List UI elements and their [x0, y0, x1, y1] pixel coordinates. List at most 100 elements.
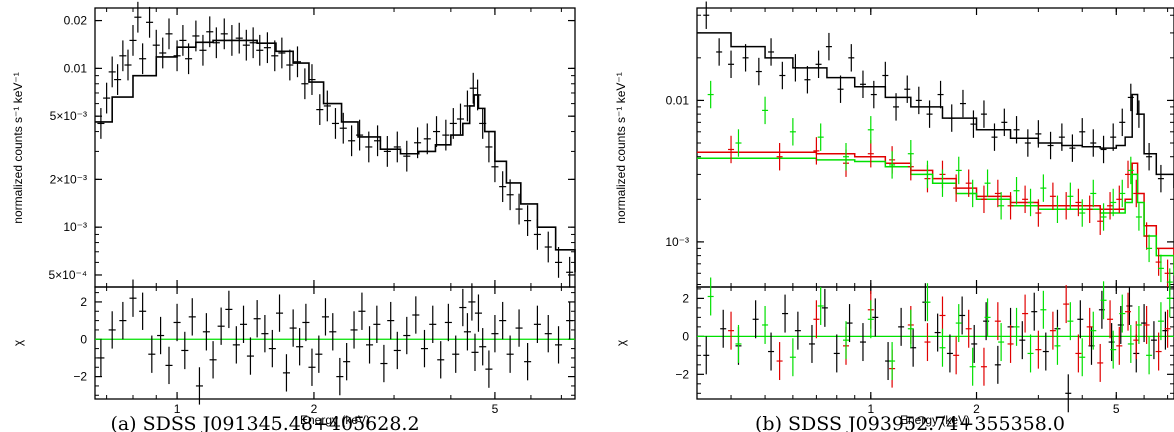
data-point — [707, 80, 714, 109]
data-point — [217, 307, 225, 345]
data-point — [889, 342, 896, 381]
data-point — [1127, 324, 1134, 363]
data-point — [1146, 143, 1153, 171]
chart-a-xlabel: Energy (keV) — [300, 413, 370, 427]
data-point — [479, 328, 487, 366]
y-tick-label: 0.01 — [64, 61, 88, 75]
data-point — [289, 309, 297, 347]
data-point — [348, 125, 356, 157]
data-point — [1135, 100, 1142, 128]
data-point — [762, 96, 769, 125]
data-point — [1100, 135, 1107, 164]
data-point — [1075, 334, 1082, 373]
x-tick-label: 5 — [1113, 402, 1120, 416]
data-point — [119, 301, 127, 340]
data-point — [817, 287, 824, 325]
data-point — [1116, 326, 1123, 365]
data-point — [1024, 129, 1031, 157]
x-tick-label: 1 — [174, 402, 181, 416]
data-point — [437, 341, 445, 379]
data-point — [1146, 234, 1153, 263]
data-point — [1013, 307, 1020, 346]
data-point — [907, 309, 914, 348]
data-point — [817, 123, 824, 151]
data-point — [321, 298, 329, 336]
data-point — [271, 40, 279, 72]
data-point — [728, 135, 735, 164]
chart-a-top-frame — [94, 7, 576, 288]
data-point — [937, 80, 944, 109]
data-point — [1090, 179, 1097, 208]
data-point — [268, 329, 276, 368]
data-point — [728, 311, 735, 350]
data-point — [1013, 116, 1020, 144]
y-tick-label: −2 — [675, 367, 689, 381]
data-point — [442, 119, 450, 151]
y-tick-label: 5×10⁻⁴ — [48, 268, 87, 282]
data-point — [843, 143, 850, 171]
data-point — [308, 64, 316, 95]
data-point — [249, 27, 257, 59]
data-point — [1007, 192, 1014, 220]
data-point — [703, 1, 710, 29]
data-point — [129, 25, 137, 56]
data-point — [846, 304, 853, 343]
data-point — [432, 116, 441, 147]
y-tick-label: 10⁻³ — [63, 220, 87, 234]
data-point — [148, 335, 156, 373]
data-point — [1107, 192, 1114, 220]
data-point — [1079, 118, 1086, 146]
data-point — [366, 326, 374, 364]
data-point — [1054, 195, 1061, 224]
data-point — [1035, 199, 1042, 227]
data-point — [228, 25, 236, 56]
data-point — [1027, 188, 1034, 217]
data-point — [412, 296, 420, 334]
chart-b: 0.01 10⁻³ 1 2 5 2 0 −2 normalized counts s⁻¹ k… — [614, 1, 1174, 432]
data-point — [955, 156, 962, 185]
data-point — [1065, 374, 1072, 413]
data-point — [108, 56, 116, 88]
data-point — [263, 32, 271, 64]
data-point — [173, 303, 181, 342]
data-point — [1022, 294, 1029, 333]
data-point — [735, 129, 742, 157]
data-point — [566, 256, 574, 288]
data-point — [926, 100, 933, 128]
y-tick-label: 5×10⁻³ — [50, 109, 87, 123]
data-point — [97, 339, 105, 377]
y-tick-label: −2 — [73, 370, 87, 384]
data-point — [1067, 302, 1074, 341]
data-point — [776, 342, 783, 381]
data-point — [859, 323, 866, 362]
data-point — [779, 61, 786, 90]
data-point — [1063, 192, 1070, 220]
x-tick-label: 2 — [311, 402, 318, 416]
data-point — [239, 305, 248, 343]
data-point — [293, 46, 302, 78]
data-point — [181, 331, 189, 370]
chart-b-xlabel: Energy (keV) — [900, 413, 970, 427]
data-point — [1143, 305, 1150, 344]
x-tick-label: 2 — [973, 402, 980, 416]
data-point — [821, 288, 828, 327]
data-point — [232, 326, 240, 364]
data-point — [356, 119, 364, 151]
data-point — [301, 68, 309, 100]
data-point — [474, 79, 482, 111]
data-point — [859, 70, 866, 99]
data-point — [980, 100, 987, 128]
y-tick-label: 0.01 — [666, 93, 690, 107]
data-point — [1090, 311, 1097, 350]
y-tick-label: 2 — [80, 295, 87, 309]
data-point — [1157, 254, 1164, 283]
data-point — [365, 131, 373, 163]
data-point — [837, 75, 844, 103]
data-point — [1135, 203, 1142, 231]
data-point — [939, 296, 946, 335]
data-point — [789, 118, 796, 146]
x-tick-label: 1 — [867, 402, 874, 416]
data-point — [343, 343, 351, 381]
data-point — [499, 301, 507, 340]
data-point — [1107, 300, 1114, 339]
